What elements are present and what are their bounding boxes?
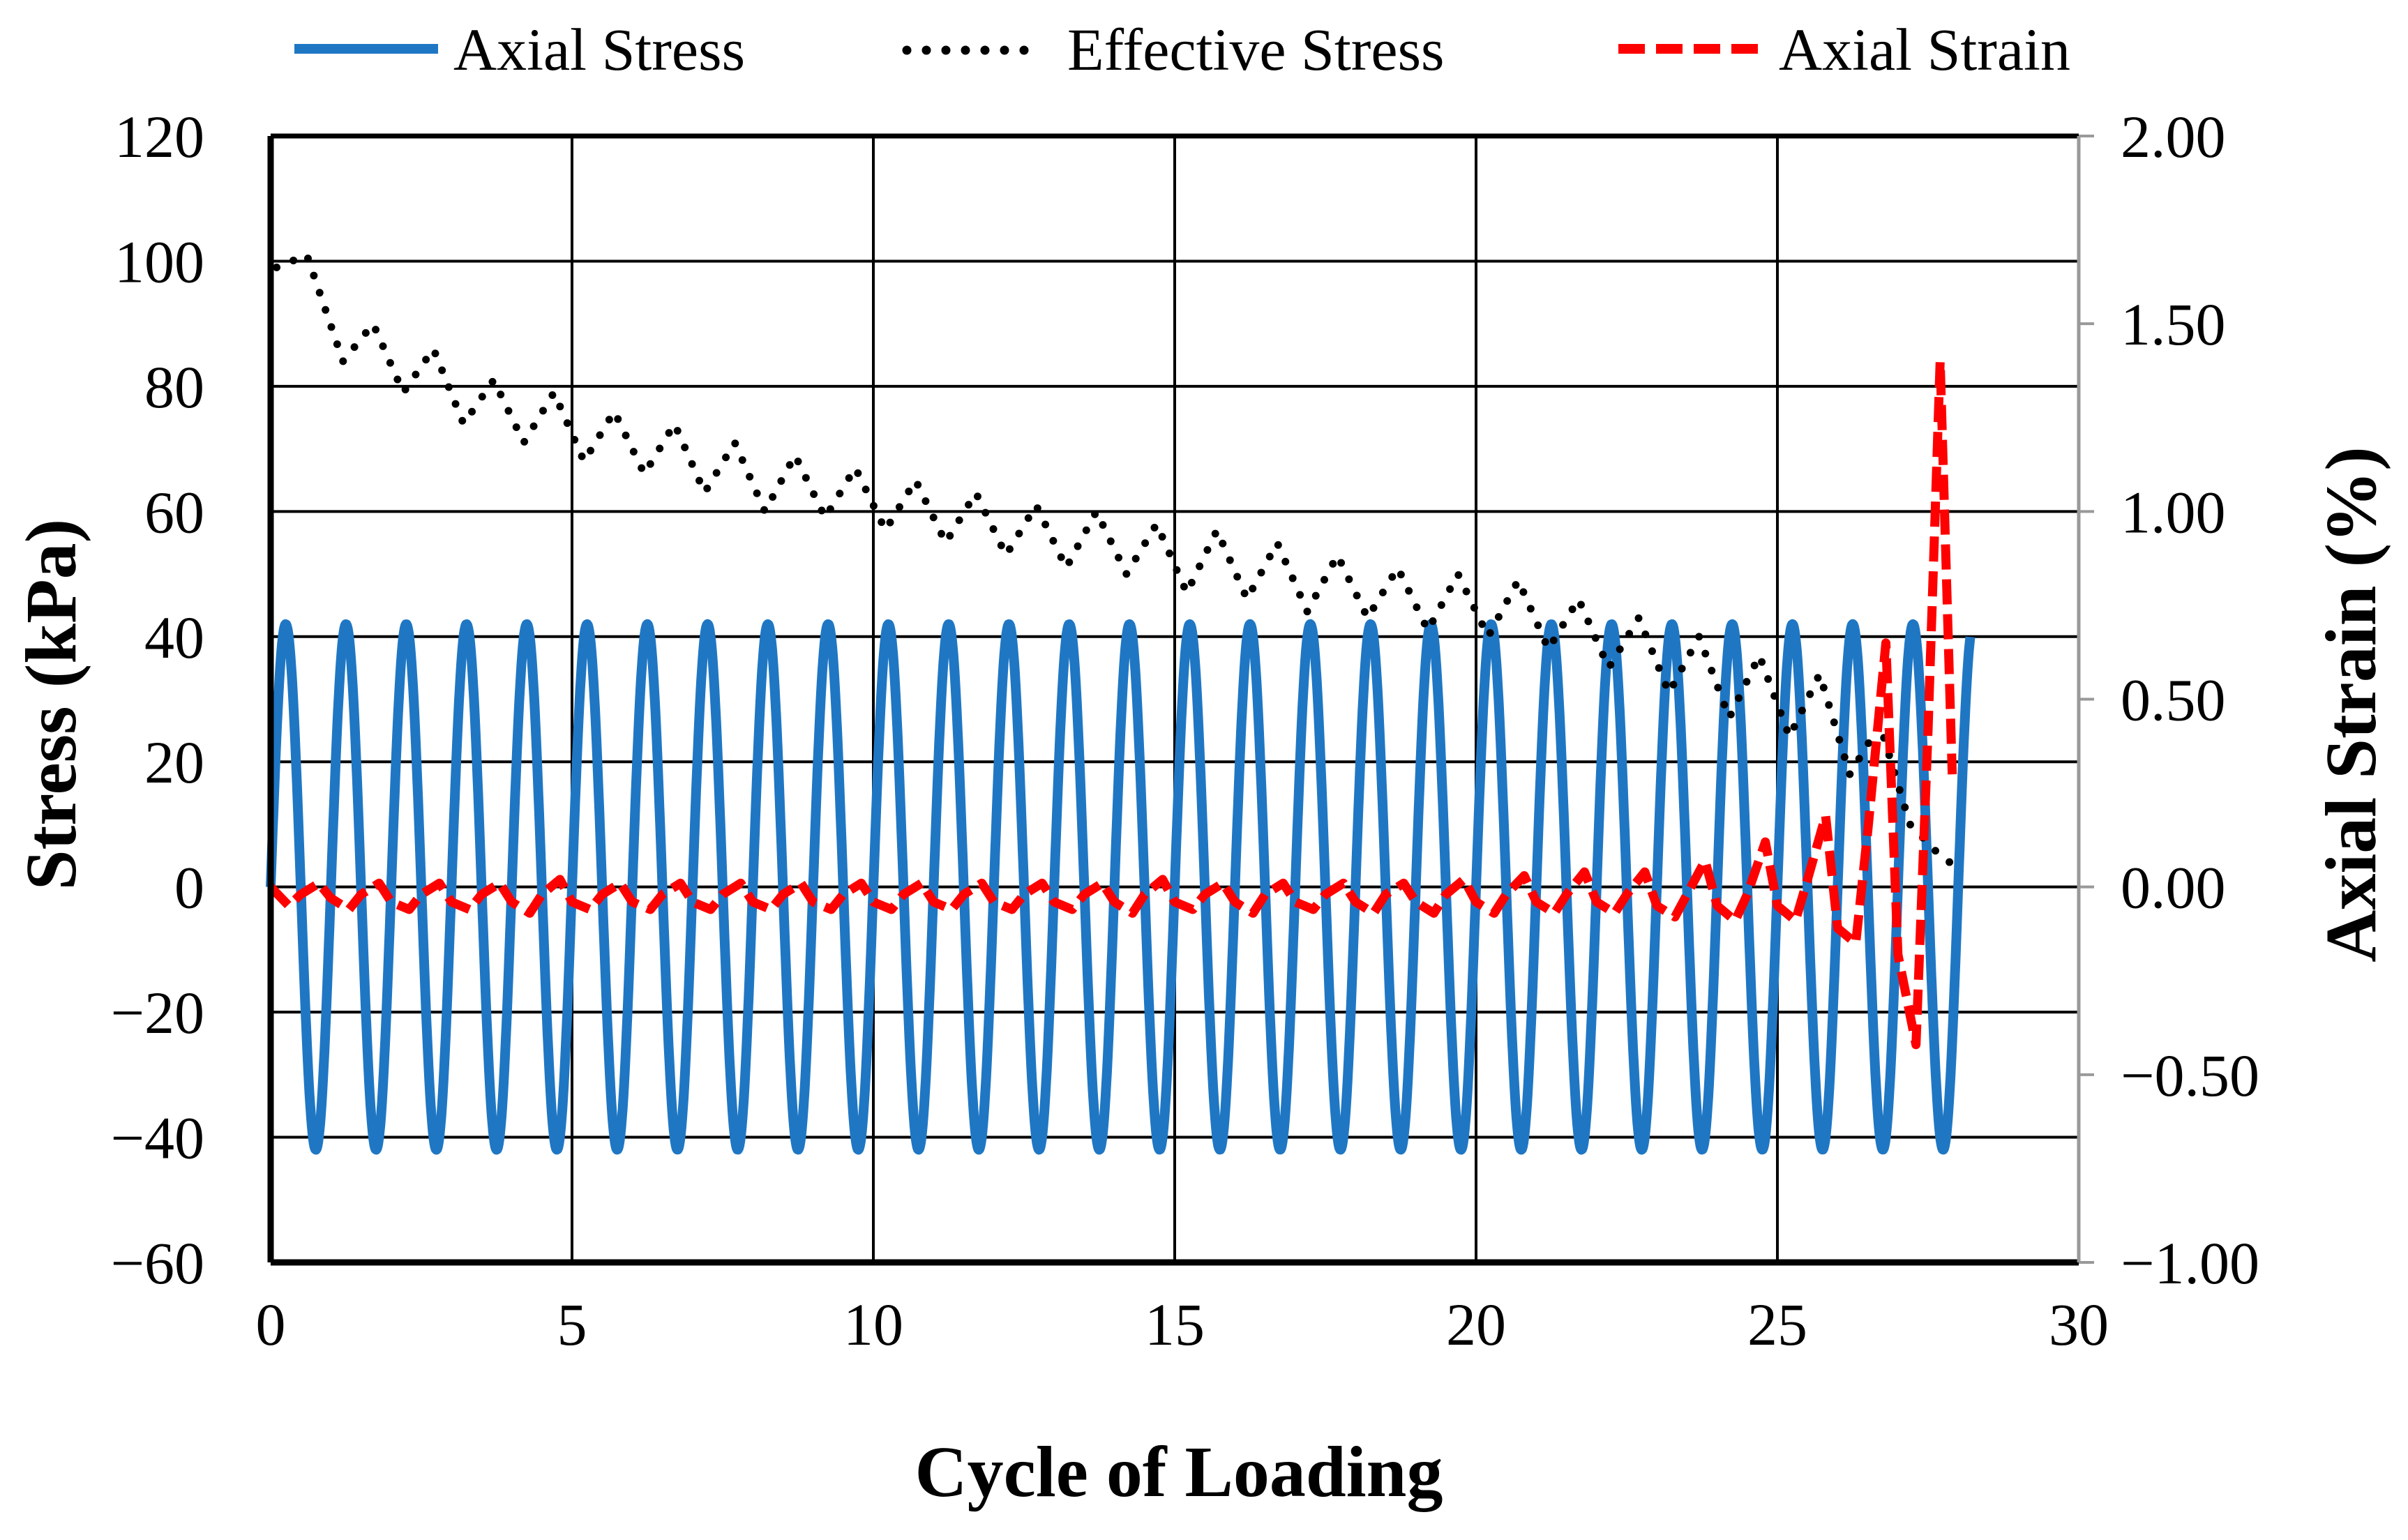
y2-tick-label: −0.50: [2121, 1042, 2259, 1109]
y-tick-label: 0: [174, 854, 204, 921]
x-axis-title: Cycle of Loading: [915, 1432, 1443, 1512]
y-tick-label: −20: [110, 979, 204, 1046]
y2-axis-title: Axial Strain (%): [2311, 446, 2391, 962]
y-tick-label: 20: [144, 729, 204, 796]
y-tick-label: 120: [114, 103, 204, 170]
y-tick-label: 60: [144, 478, 204, 545]
y-tick-label: −60: [110, 1230, 204, 1297]
y2-tick-label: 0.00: [2121, 854, 2226, 921]
y-tick-label: 80: [144, 354, 204, 421]
plot-frame: [267, 133, 2094, 1266]
y-tick-label: 100: [114, 228, 204, 295]
grid-lines: [269, 135, 2080, 1264]
x-tick-label: 10: [843, 1291, 903, 1358]
y2-tick-label: 0.50: [2121, 667, 2226, 734]
y2-tick-label: 1.50: [2121, 291, 2226, 358]
y-tick-label: −40: [110, 1105, 204, 1172]
y-axis-title: Stress (kPa): [11, 519, 91, 891]
y2-tick-label: 2.00: [2121, 103, 2226, 170]
x-tick-label: 20: [1446, 1291, 1506, 1358]
y-tick-label: 40: [144, 604, 204, 671]
legend-label-axial-strain: Axial Strain: [1779, 16, 2070, 83]
x-tick-label: 15: [1145, 1291, 1205, 1358]
x-tick-label: 25: [1747, 1291, 1807, 1358]
y2-tick-label: −1.00: [2121, 1230, 2259, 1297]
x-tick-label: 0: [256, 1291, 286, 1358]
series-axial-strain-line: [267, 356, 1957, 1050]
series-layer: [266, 251, 1976, 1155]
series-axial-stress-line: [266, 619, 1976, 1155]
legend-label-axial-stress: Axial Stress: [453, 16, 745, 83]
legend-label-effective-stress: Effective Stress: [1067, 16, 1445, 83]
tick-labels: 0 5 10 15 20 25 30 120 100 80 60 40 20 0 −20 −40 −60 2.00…: [110, 103, 2259, 1358]
y2-tick-label: 1.00: [2121, 478, 2226, 545]
x-tick-label: 5: [557, 1291, 587, 1358]
x-tick-label: 30: [2049, 1291, 2109, 1358]
legend: Axial Stress Effective Stress Axial Stra…: [294, 16, 2070, 83]
series-effective-stress-line: [273, 251, 1962, 873]
